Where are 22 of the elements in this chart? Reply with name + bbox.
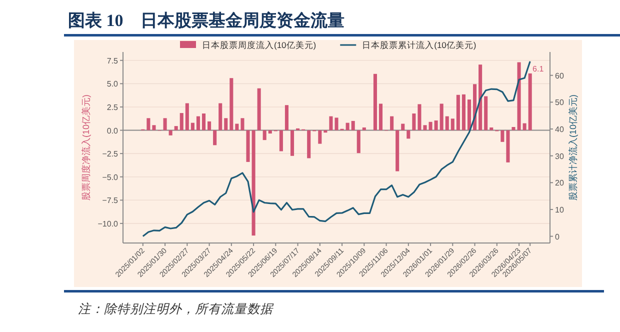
- chart-title: 图表 10 日本股票基金周度资金流量: [68, 11, 344, 30]
- legend-label: 日本股票周度流入(10亿美元): [202, 40, 316, 50]
- y2-tick-label: 30: [555, 152, 564, 161]
- y-tick-label: −10.0: [98, 219, 119, 228]
- y2-tick-label: 20: [555, 178, 564, 188]
- y2-tick-label: 0: [555, 232, 560, 242]
- y-tick-label: −7.5: [102, 196, 119, 206]
- text: 注：除特别注明外，所有流量数据: [78, 302, 274, 316]
- y-tick-label: 7.5: [106, 56, 119, 66]
- y2-tick-label: 40: [555, 124, 564, 134]
- y-tick-label: −2.5: [102, 150, 119, 159]
- y2-tick-label: 60: [555, 71, 564, 80]
- y2-tick-label: 50: [555, 98, 564, 108]
- y-axis-title: 股票周度净流入(10亿美元): [81, 94, 91, 201]
- y-tick-label: −5.0: [102, 172, 119, 182]
- data-label: 6.1: [532, 64, 544, 74]
- y-tick-label: 2.5: [106, 102, 119, 112]
- y2-axis-title: 股票累计净流入(10亿美元): [568, 94, 578, 201]
- y2-tick-label: 10: [555, 205, 564, 214]
- legend-label: 日本股票累计流入(10亿美元): [362, 40, 476, 50]
- y-tick-label: 5.0: [106, 80, 119, 89]
- y-tick-label: 0.0: [106, 126, 119, 136]
